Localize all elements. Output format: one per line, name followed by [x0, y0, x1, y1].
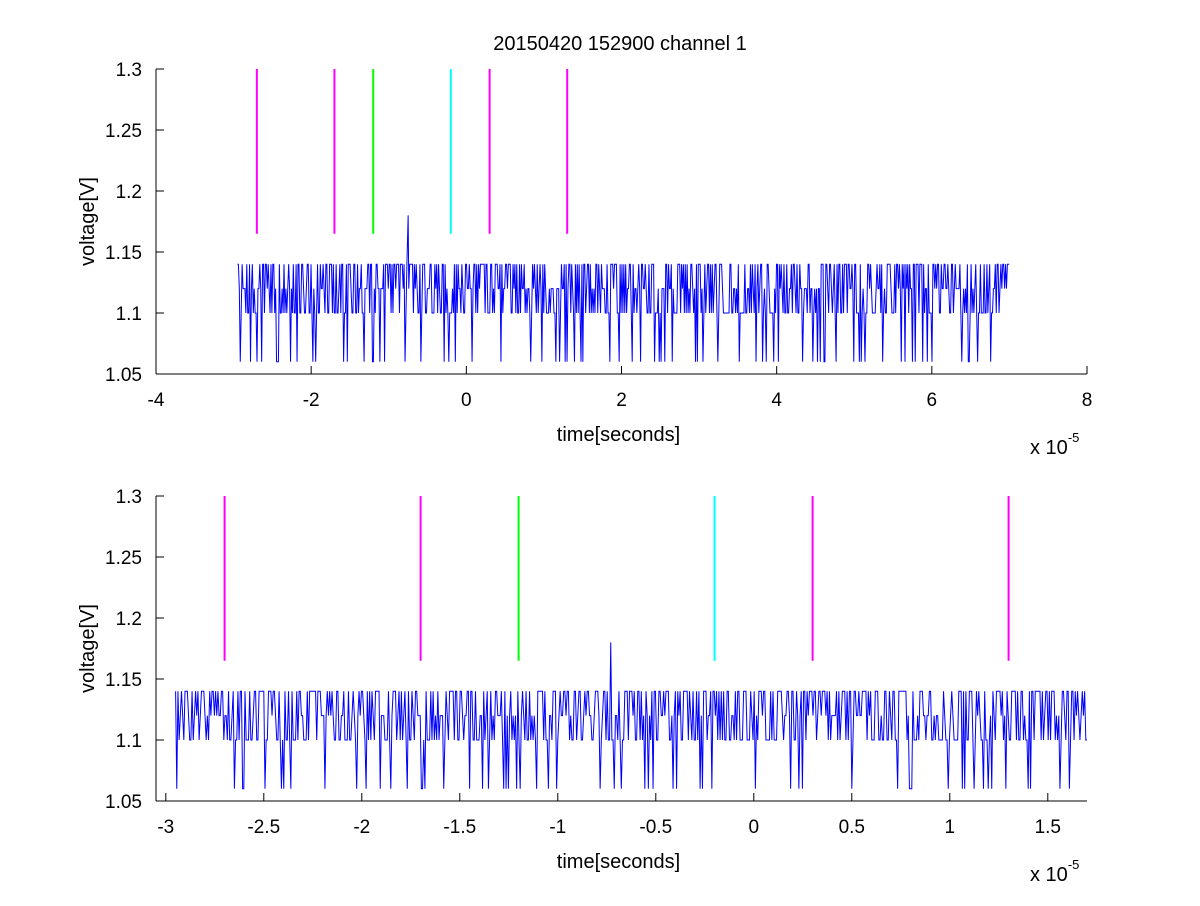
chart-0-x-tick-label-3: 2 — [616, 390, 627, 411]
chart-1-x-tick-label-6: 0 — [749, 817, 760, 838]
chart-0-y-tick-label-2: 1.15 — [105, 243, 142, 264]
axes-top: -4 -2 0 2 4 6 8 1.05 1.1 1.15 1.2 1.25 1.3 time[secon… — [77, 60, 1092, 459]
chart-0-x-axis-label: time[seconds] — [557, 424, 680, 446]
chart-1-x-tick-label-3: -1.5 — [443, 817, 476, 838]
chart-0-y-tick-label-4: 1.25 — [105, 121, 142, 142]
chart-0-y-tick-label-0: 1.05 — [105, 365, 142, 386]
chart-1-x-tick-label-2: -2 — [353, 817, 370, 838]
chart-1-x-exponent-power: -5 — [1068, 857, 1080, 872]
chart-1-x-exponent-label: x 10-5 — [1030, 857, 1079, 886]
chart-0-x-exponent-base: x 10 — [1030, 437, 1068, 459]
chart-1-y-tick-label-1: 1.1 — [116, 731, 142, 752]
chart-0-x-tick-label-6: 8 — [1082, 390, 1093, 411]
chart-0-series-line-0 — [237, 215, 1010, 363]
chart-0-y-tick-label-1: 1.1 — [116, 304, 142, 325]
chart-0-x-tick-label-4: 4 — [771, 390, 782, 411]
chart-1-x-axis-label: time[seconds] — [557, 851, 680, 873]
chart-0-y-axis-label: voltage[V] — [77, 177, 99, 266]
chart-1-y-axis-label: voltage[V] — [77, 604, 99, 693]
chart-1-y-tick-label-0: 1.05 — [105, 792, 142, 813]
chart-1-x-tick-label-4: -1 — [549, 817, 566, 838]
chart-1-x-tick-label-7: 0.5 — [839, 817, 865, 838]
chart-0-x-exponent-label: x 10-5 — [1030, 430, 1079, 459]
chart-1-x-tick-label-8: 1 — [945, 817, 956, 838]
chart-0-x-exponent-power: -5 — [1068, 430, 1080, 445]
chart-0-y-tick-label-3: 1.2 — [116, 182, 142, 203]
chart-1-x-tick-label-0: -3 — [157, 817, 174, 838]
chart-1-x-tick-label-5: -0.5 — [639, 817, 672, 838]
chart-1-x-tick-label-1: -2.5 — [247, 817, 280, 838]
chart-0-x-tick-label-2: 0 — [461, 390, 472, 411]
chart-1-y-tick-label-2: 1.15 — [105, 670, 142, 691]
figure-title: 20150420 152900 channel 1 — [493, 33, 747, 55]
chart-0-x-tick-label-0: -4 — [148, 390, 165, 411]
chart-1-x-tick-label-9: 1.5 — [1035, 817, 1061, 838]
axes-bottom: -3 -2.5 -2 -1.5 -1 -0.5 0 0.5 1 1.5 1.05 1.1 1.15 1.2… — [77, 487, 1087, 886]
chart-1-y-tick-label-4: 1.25 — [105, 548, 142, 569]
chart-1-y-tick-label-5: 1.3 — [116, 487, 142, 508]
chart-1-series-line-0 — [175, 642, 1087, 790]
chart-0-x-tick-label-5: 6 — [927, 390, 938, 411]
chart-1-y-tick-label-3: 1.2 — [116, 609, 142, 630]
chart-1-x-exponent-base: x 10 — [1030, 864, 1068, 886]
chart-0-x-tick-label-1: -2 — [303, 390, 320, 411]
chart-0-y-tick-label-5: 1.3 — [116, 60, 142, 81]
